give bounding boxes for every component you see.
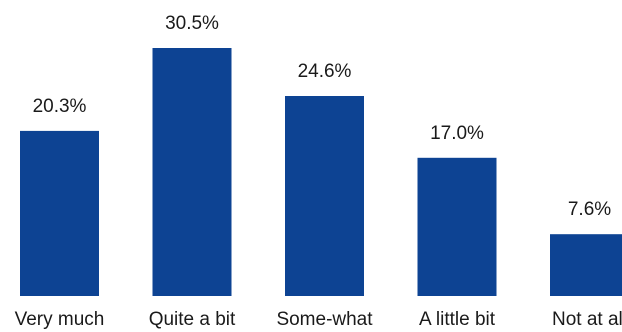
value-label-1: 30.5% xyxy=(165,13,219,34)
category-label-3: A little bit xyxy=(419,309,496,330)
bar-2 xyxy=(285,96,364,296)
category-label-4: Not at all xyxy=(552,309,622,330)
bar-0 xyxy=(20,130,99,296)
category-labels-group: Very much Quite a bit Some-what A little bi… xyxy=(15,309,622,330)
value-label-2: 24.6% xyxy=(298,61,352,82)
value-labels-group: 20.3% 30.5% 24.6% 17.0% 7.6% xyxy=(33,13,612,220)
bar-3 xyxy=(417,157,497,296)
bar-4 xyxy=(550,234,622,296)
value-label-4: 7.6% xyxy=(568,199,611,220)
value-label-3: 17.0% xyxy=(430,123,484,144)
category-label-1: Quite a bit xyxy=(149,309,236,330)
category-label-0: Very much xyxy=(15,309,105,330)
bars-group xyxy=(20,48,622,296)
category-label-2: Some-what xyxy=(276,309,373,330)
value-label-0: 20.3% xyxy=(33,96,87,117)
bar-1 xyxy=(152,48,232,296)
